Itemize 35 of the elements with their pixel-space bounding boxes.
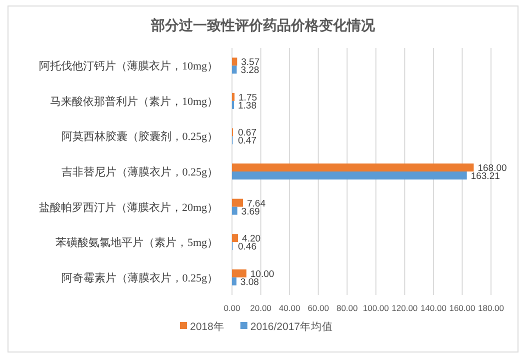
x-tick-label: 180.00	[478, 303, 504, 313]
y-tick-label: 马来酸依那普利片（素片，10mg）	[50, 94, 218, 108]
legend-label: 2018年	[190, 321, 224, 333]
bar	[232, 234, 238, 242]
y-tick-label: 盐酸帕罗西汀片（薄膜衣片，20mg）	[38, 200, 218, 214]
x-tick-label: 120.00	[392, 303, 418, 313]
bar	[232, 172, 467, 180]
bar	[232, 198, 243, 207]
data-label: 168.00	[478, 163, 507, 174]
y-tick-label: 阿托伐他汀钙片（薄膜衣片，10mg）	[38, 60, 218, 73]
x-tick-label: 140.00	[420, 303, 447, 313]
x-tick-label: 160.00	[449, 303, 476, 313]
y-tick-label: 苯磺酸氨氯地平片（素片，5mg）	[55, 236, 218, 250]
bar	[232, 92, 235, 101]
bar	[232, 277, 236, 286]
data-label: 0.46	[238, 242, 256, 253]
legend-label: 2016/2017年均值	[250, 321, 333, 333]
x-tick-label: 0.00	[224, 303, 241, 313]
x-tick-label: 100.00	[362, 303, 390, 313]
bar	[232, 66, 237, 74]
x-tick-label: 40.00	[278, 303, 300, 313]
x-tick-label: 60.00	[308, 303, 330, 313]
x-tick-label: 20.00	[250, 303, 272, 313]
y-tick-label: 阿奇霉素片（薄膜衣片，0.25g）	[61, 271, 218, 284]
data-label: 0.47	[238, 136, 256, 147]
bar	[232, 164, 474, 172]
bar	[232, 269, 246, 278]
data-label: 3.28	[240, 65, 260, 76]
y-tick-label: 吉非替尼片（薄膜衣片，0.25g）	[61, 166, 218, 178]
bar	[232, 206, 238, 215]
y-tick-label: 阿莫西林胶囊（胶囊剂，0.25g）	[61, 130, 218, 144]
data-label: 163.21	[470, 171, 500, 182]
title: 部分过一致性评价药品价格变化情况	[151, 17, 375, 33]
x-tick-label: 80.00	[336, 303, 358, 313]
bar	[232, 58, 238, 66]
